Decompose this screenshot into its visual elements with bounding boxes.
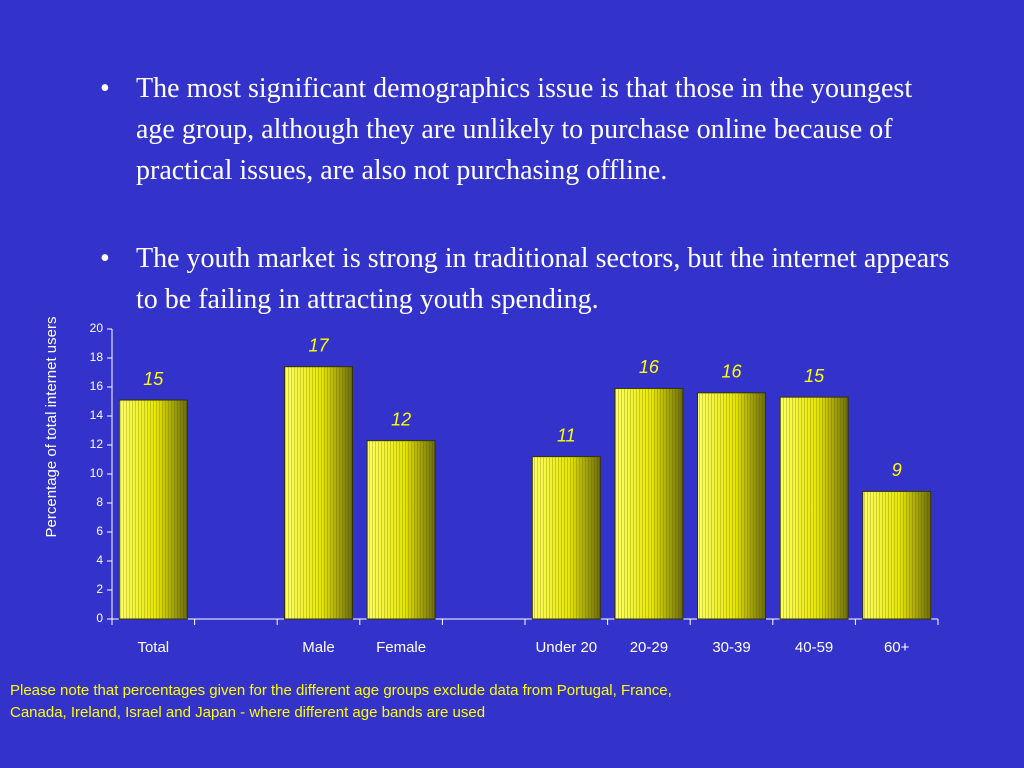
bar-texture bbox=[697, 392, 766, 619]
note: Canada, Ireland, Israel and Japan - wher… bbox=[10, 704, 486, 721]
bullet-text: The most significant demographics issue … bbox=[136, 73, 913, 186]
value-label: 16 bbox=[721, 362, 742, 382]
bar-texture bbox=[367, 440, 436, 619]
value-label: 15 bbox=[804, 366, 825, 386]
x-tick-label: 30-39 bbox=[712, 639, 751, 656]
bar-texture bbox=[119, 400, 188, 619]
y-tick-label: 16 bbox=[90, 379, 104, 393]
value-label: 9 bbox=[892, 460, 902, 480]
y-tick-label: 4 bbox=[96, 553, 103, 567]
x-tick-label: 40-59 bbox=[794, 639, 834, 656]
x-tick-label: Under 20 bbox=[535, 639, 598, 656]
y-tick-label: 0 bbox=[96, 611, 103, 625]
bar-texture bbox=[532, 456, 601, 619]
y-tick-label: 14 bbox=[90, 408, 104, 422]
y-axis-label: Percentage of total internet users bbox=[43, 317, 60, 538]
y-tick-label: 2 bbox=[96, 582, 103, 596]
y-tick-label: 18 bbox=[90, 350, 104, 364]
bar-texture bbox=[780, 397, 849, 619]
y-tick-label: 12 bbox=[90, 437, 104, 451]
bar-texture bbox=[614, 388, 683, 619]
x-tick-label: Female bbox=[376, 639, 427, 656]
bar-texture bbox=[284, 366, 353, 619]
bullet-dot: • bbox=[100, 73, 110, 104]
value-label: 11 bbox=[557, 425, 576, 445]
x-tick-label: 20-29 bbox=[629, 639, 669, 656]
bullet-dot: • bbox=[100, 243, 110, 274]
value-label: 15 bbox=[143, 369, 164, 389]
bullet-text: The youth market is strong in traditiona… bbox=[136, 243, 950, 315]
y-tick-label: 6 bbox=[96, 524, 103, 538]
x-tick-label: Total bbox=[137, 639, 170, 656]
y-tick-label: 20 bbox=[90, 321, 104, 335]
bar-texture bbox=[862, 491, 931, 619]
value-label: 17 bbox=[308, 335, 329, 355]
y-tick-label: 8 bbox=[96, 495, 103, 509]
note: Please note that percentages given for t… bbox=[10, 682, 672, 699]
y-tick-label: 10 bbox=[90, 466, 104, 480]
value-label: 12 bbox=[391, 409, 411, 429]
x-tick-label: Male bbox=[302, 639, 335, 656]
x-tick-label: 60+ bbox=[883, 639, 910, 656]
value-label: 16 bbox=[639, 357, 660, 377]
